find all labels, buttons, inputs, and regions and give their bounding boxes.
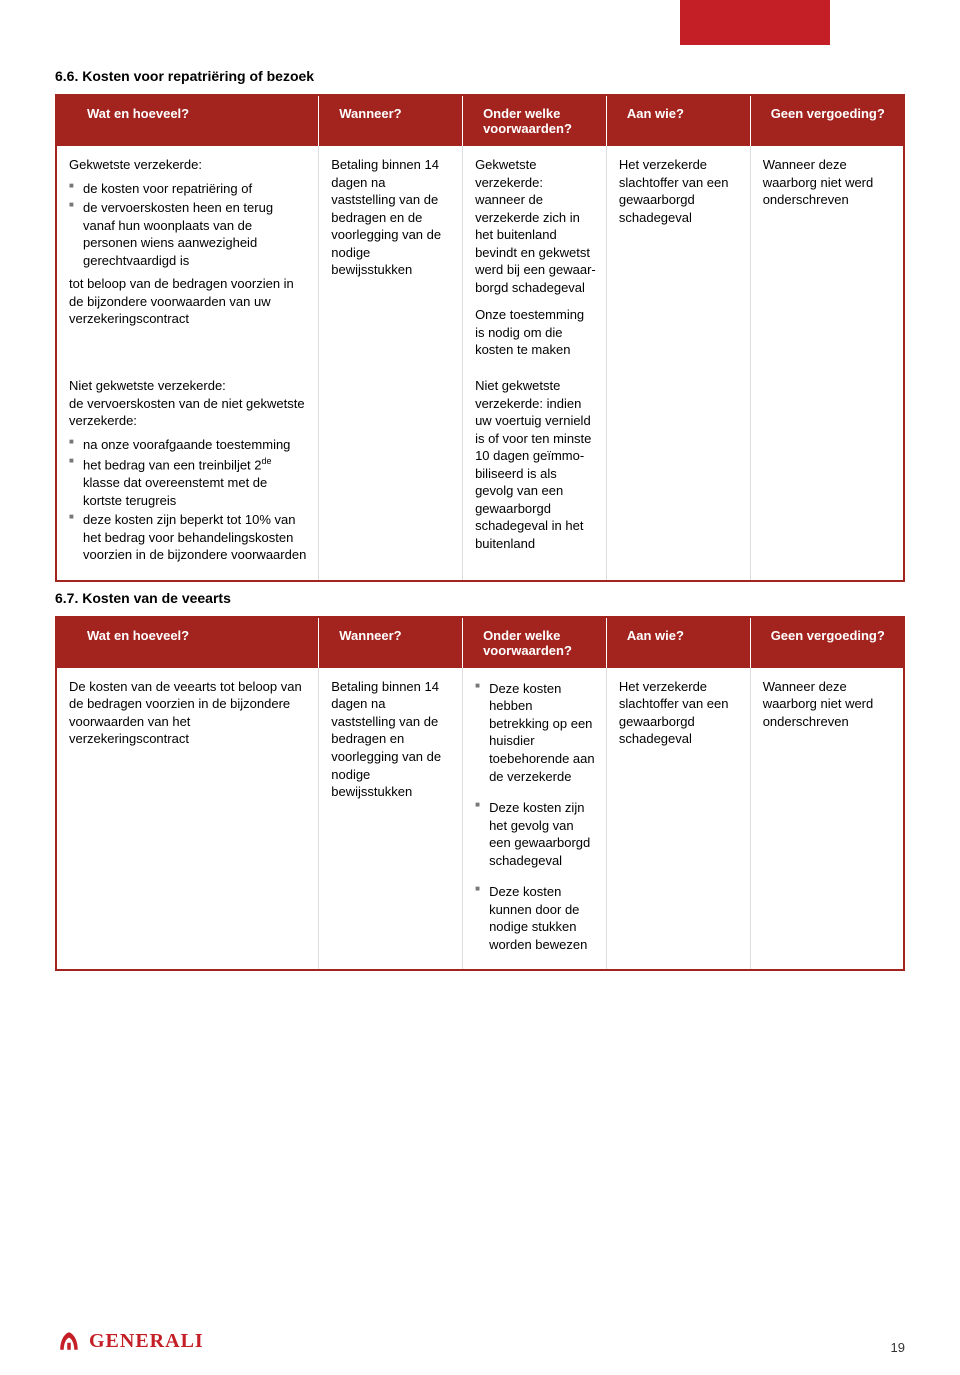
- cell-list: na onze voorafgaande toestem­ming het be…: [69, 436, 308, 564]
- cell-66-r2-c2: [319, 375, 463, 580]
- cell-sub: de vervoerskosten van de niet gekwetste …: [69, 395, 308, 430]
- cell-67-r1-c4: Het verzekerde slachtoffer van een gewaa…: [607, 668, 751, 970]
- table-6-7: Wat en hoeveel? Wanneer? Onder welke voo…: [55, 616, 905, 972]
- list-item: de kosten voor repatriëring of: [69, 180, 308, 198]
- list-item: Deze kos­ten hebben betrekking op een hu…: [475, 680, 596, 785]
- table-header-row: Wat en hoeveel? Wanneer? Onder welke voo…: [57, 96, 903, 146]
- cell-67-r1-c2: Betaling binnen 14 dagen na vaststelling…: [319, 668, 463, 970]
- col-header-who: Aan wie?: [607, 618, 751, 668]
- list-item: na onze voorafgaande toestem­ming: [69, 436, 308, 454]
- col-header-when: Wanneer?: [319, 618, 463, 668]
- cell-66-r2-c5: [751, 375, 903, 580]
- col-header-what: Wat en hoeveel?: [57, 618, 319, 668]
- cell-66-r1-c2: Betaling binnen 14 dagen na vaststelling…: [319, 146, 463, 375]
- cell-tail: tot beloop van de bedragen voor­zien in …: [69, 275, 308, 328]
- list-item: deze kosten zijn beperkt tot 10% van het…: [69, 511, 308, 564]
- page-footer: GENERALI 19: [55, 1327, 905, 1355]
- cell-67-r1-c5: Wanneer deze waarborg niet werd onder­sc…: [751, 668, 903, 970]
- cell-66-r2-c4: [607, 375, 751, 580]
- cell-list: Deze kos­ten hebben betrekking op een hu…: [475, 680, 596, 954]
- col-header-who: Aan wie?: [607, 96, 751, 146]
- generali-logo: GENERALI: [55, 1327, 204, 1355]
- list-item: het bedrag van een treinbiljet 2de klass…: [69, 455, 308, 509]
- list-item: Deze kosten zijn het ge­volg van een gew…: [475, 799, 596, 869]
- cell-66-r1-c4: Het verzekerde slachtoffer van een gewaa…: [607, 146, 751, 375]
- section-6-6-title: 6.6. Kosten voor repatriëring of bezoek: [55, 68, 905, 84]
- col-header-nopay: Geen vergoe­ding?: [751, 618, 903, 668]
- lion-icon: [55, 1327, 83, 1355]
- page-number: 19: [891, 1340, 905, 1355]
- table-row: Gekwetste verzekerde: de kosten voor rep…: [57, 146, 903, 375]
- list-item: de vervoerskosten heen en te­rug vanaf h…: [69, 199, 308, 269]
- cell-body: indien uw voertuig ver­nield is of voor …: [475, 396, 591, 551]
- table-row: De kosten van de veearts tot beloop van …: [57, 668, 903, 970]
- cell-66-r2-c3: Niet gekwetste verzekerde: indien uw voe…: [463, 375, 607, 580]
- cell-66-r2-c1: Niet gekwetste verzekerde: de vervoersko…: [57, 375, 319, 580]
- cell-list: de kosten voor repatriëring of de vervoe…: [69, 180, 308, 270]
- cell-lead: Gekwetste verzekerde:: [475, 157, 543, 190]
- table-header-row: Wat en hoeveel? Wanneer? Onder welke voo…: [57, 618, 903, 668]
- table-6-6: Wat en hoeveel? Wanneer? Onder welke voo…: [55, 94, 905, 582]
- cell-67-r1-c1: De kosten van de veearts tot beloop van …: [57, 668, 319, 970]
- logo-text: GENERALI: [89, 1330, 204, 1353]
- cell-66-r1-c5: Wanneer deze waarborg niet werd onder­sc…: [751, 146, 903, 375]
- list-item: Deze kosten kunnen door de nodige stukke…: [475, 883, 596, 953]
- cell-66-r1-c3: Gekwetste verzekerde: wanneer de verzeke…: [463, 146, 607, 375]
- cell-lead: Gekwetste verzekerde:: [69, 156, 308, 174]
- cell-66-r1-c1: Gekwetste verzekerde: de kosten voor rep…: [57, 146, 319, 375]
- col-header-what: Wat en hoeveel?: [57, 96, 319, 146]
- col-header-conditions: Onder welke voorwaarden?: [463, 618, 607, 668]
- table-row: Niet gekwetste verzekerde: de vervoersko…: [57, 375, 903, 580]
- col-header-when: Wanneer?: [319, 96, 463, 146]
- cell-67-r1-c3: Deze kos­ten hebben betrekking op een hu…: [463, 668, 607, 970]
- cell-lead: Niet gekwetste verzekerde:: [69, 377, 308, 395]
- cell-mid: Onze toestem­ming is nodig om die kosten…: [475, 306, 596, 359]
- section-6-7-title: 6.7. Kosten van de veearts: [55, 590, 905, 606]
- cell-body: wanneer de verzekerde zich in het buiten…: [475, 192, 596, 295]
- col-header-conditions: Onder welke voorwaarden?: [463, 96, 607, 146]
- header-red-tab: [680, 0, 830, 45]
- col-header-nopay: Geen vergoe­ding?: [751, 96, 903, 146]
